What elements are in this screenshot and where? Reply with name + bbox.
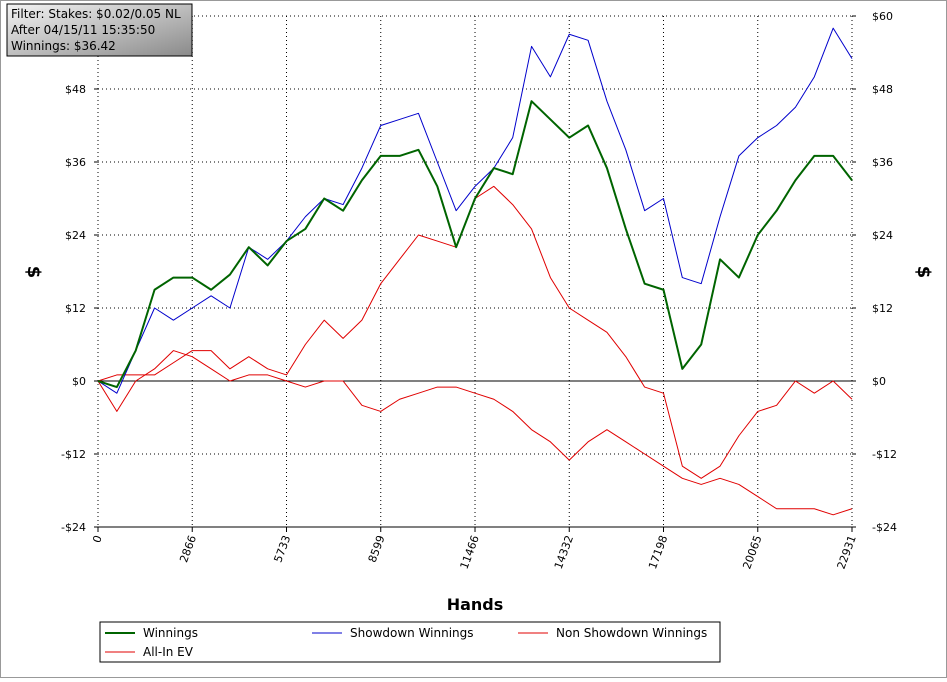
y-tick-label: -$12 [61, 448, 86, 461]
y-axis-title: $ [23, 266, 44, 279]
y2-axis-title: $ [913, 266, 934, 279]
y-tick-label: $24 [65, 229, 86, 242]
series-line [97, 27, 853, 394]
y-tick-label: $12 [65, 302, 86, 315]
y-tick-label: $48 [65, 83, 86, 96]
y-tick-label: $36 [65, 156, 86, 169]
series-line [97, 100, 853, 389]
y-tick-label: $0 [72, 375, 86, 388]
x-tick-label: 0 [90, 534, 105, 545]
y-tick-label: -$24 [61, 521, 86, 534]
y2-tick-label: $24 [872, 229, 893, 242]
legend-label: Showdown Winnings [350, 626, 474, 640]
filter-text: Filter: Stakes: $0.02/0.05 NL After 04/15… [11, 7, 181, 53]
y2-tick-label: $36 [872, 156, 893, 169]
y2-tick-label: -$12 [872, 448, 897, 461]
legend [99, 621, 721, 663]
y2-tick-label: -$24 [872, 521, 897, 534]
y2-tick-label: $12 [872, 302, 893, 315]
y2-tick-label: $48 [872, 83, 893, 96]
filter-line: After 04/15/11 15:35:50 [11, 23, 155, 37]
legend-label: Non Showdown Winnings [556, 626, 707, 640]
y2-tick-label: $0 [872, 375, 886, 388]
x-axis-title: Hands [447, 595, 504, 614]
series-line [97, 350, 853, 516]
filter-box [6, 3, 193, 57]
filter-line: Winnings: $36.42 [11, 39, 116, 53]
legend-items: Winnings Showdown Winnings Non Showdown Wi… [105, 626, 707, 659]
legend-label: Winnings [143, 626, 198, 640]
legend-label: All-In EV [143, 645, 194, 659]
y2-tick-label: $60 [872, 10, 893, 23]
filter-line: Filter: Stakes: $0.02/0.05 NL [11, 7, 181, 21]
